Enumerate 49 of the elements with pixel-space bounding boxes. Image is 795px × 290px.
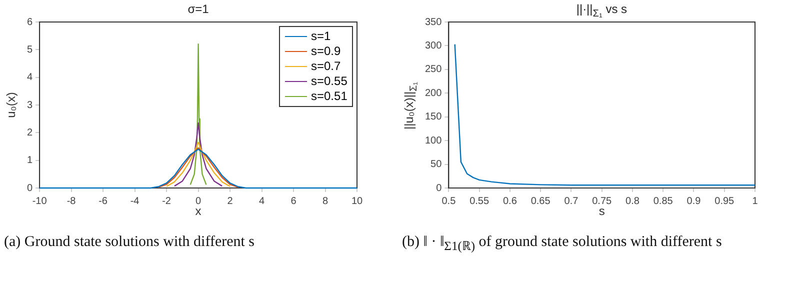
y-tick-label: 0	[436, 182, 442, 194]
text: (a) Ground state solutions with different s	[4, 233, 256, 252]
chart-title: σ=1	[188, 2, 209, 16]
x-tick-label: 6	[290, 196, 297, 207]
y-tick-label: 1	[27, 155, 33, 166]
x-tick-label: 8	[322, 196, 328, 207]
x-tick-label: 0.95	[714, 196, 735, 207]
y-axis-title: u₀(x)	[4, 92, 18, 118]
text: (b) ‖ · ‖$_{Σ1(ℝ)}$ of ground state solutions with different s	[402, 233, 723, 255]
y-tick-label: 5	[27, 44, 33, 56]
y-tick-label: 4	[27, 72, 33, 84]
x-tick-label: -6	[98, 196, 108, 207]
legend-label: s=0.55	[311, 74, 348, 88]
x-tick-label: 1	[752, 196, 758, 207]
x-tick-label: 0	[196, 196, 202, 207]
x-tick-label: 0.5	[442, 196, 456, 207]
x-tick-label: 4	[258, 196, 265, 207]
y-tick-label: 150	[424, 112, 442, 123]
x-tick-label: 0.9	[686, 196, 702, 207]
x-tick-label: 0.6	[502, 196, 518, 207]
x-tick-label: 0.8	[626, 196, 640, 207]
legend-label: s=1	[311, 29, 331, 43]
legend-label: s=0.51	[311, 89, 348, 103]
x-tick-label: 0.55	[470, 196, 490, 207]
x-tick-label: 0.75	[592, 196, 612, 207]
y-tick-label: 350	[424, 16, 442, 28]
y-tick-label: 50	[430, 159, 442, 170]
x-tick-label: -2	[162, 196, 172, 207]
x-axis-title: s	[598, 204, 605, 218]
chart-title: ||·||$_{Σ₁}$ vs s	[576, 2, 628, 20]
y-tick-label: 300	[424, 40, 442, 52]
y-tick-label: 100	[424, 135, 442, 146]
x-tick-label: -10	[32, 196, 48, 207]
x-tick-label: 2	[227, 196, 234, 207]
x-tick-label: 10	[351, 196, 363, 207]
x-tick-label: 0.65	[530, 196, 551, 207]
x-tick-label: -4	[130, 196, 140, 207]
y-tick-label: 2	[27, 127, 33, 138]
legend-label: s=0.7	[311, 59, 341, 73]
y-tick-label: 6	[27, 16, 33, 28]
x-tick-label: 0.85	[653, 196, 674, 207]
y-tick-label: 0	[27, 182, 33, 194]
x-tick-label: 0.7	[564, 196, 579, 207]
y-tick-label: 3	[27, 100, 33, 111]
legend-label: s=0.9	[311, 44, 341, 58]
y-tick-label: 250	[424, 64, 442, 76]
x-tick-label: -8	[66, 196, 76, 207]
y-tick-label: 200	[424, 88, 442, 99]
x-axis-title: x	[195, 204, 202, 218]
